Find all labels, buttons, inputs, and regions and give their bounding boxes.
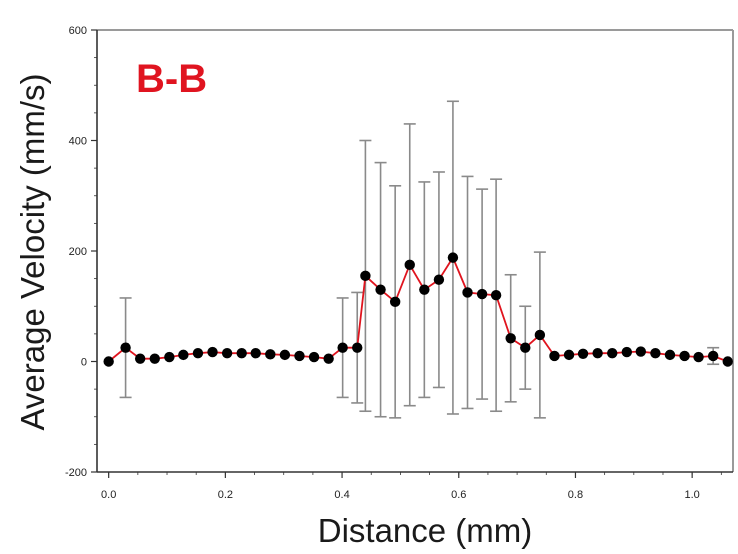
data-point [103, 356, 114, 367]
data-point [635, 346, 647, 357]
y-tick-label: 0 [81, 357, 87, 369]
data-point [664, 349, 676, 361]
data-point [265, 349, 276, 360]
data-point [490, 290, 502, 301]
data-point [134, 353, 146, 364]
x-tick-label: 0.2 [218, 489, 233, 501]
data-point [462, 287, 473, 298]
y-tick-label: -200 [65, 467, 87, 479]
data-point [352, 342, 363, 353]
data-point [419, 284, 430, 295]
axis-ticks: 0.0 0.2 0.4 0.6 0.8 1.0 -200 0 200 400 600 [65, 25, 722, 501]
y-tick-label: 200 [69, 246, 87, 258]
data-point [236, 348, 247, 359]
data-point [149, 353, 160, 364]
data-point [360, 270, 371, 282]
x-tick-label: 0.8 [568, 489, 583, 501]
data-point [621, 346, 633, 358]
data-point [577, 348, 589, 359]
x-axis-label: Distance (mm) [318, 512, 533, 549]
series-line [108, 255, 729, 363]
error-bars [119, 100, 720, 419]
data-point [707, 350, 719, 362]
data-point [250, 348, 261, 359]
data-point [178, 349, 189, 361]
data-point [120, 342, 131, 353]
data-point [679, 350, 690, 362]
data-points [103, 252, 733, 367]
data-point [323, 353, 334, 364]
x-tick-label: 0.4 [334, 489, 349, 501]
data-point [563, 349, 575, 361]
data-point [308, 351, 320, 363]
x-tick-label: 1.0 [685, 489, 700, 501]
data-point [520, 342, 531, 353]
x-tick-label: 0.6 [451, 489, 466, 501]
data-point [549, 350, 560, 362]
data-point [722, 356, 733, 367]
data-point [337, 342, 348, 353]
data-point [447, 252, 459, 263]
data-point [476, 288, 488, 300]
data-point [375, 284, 386, 295]
y-tick-label: 400 [69, 136, 87, 148]
data-point [279, 349, 291, 361]
data-point [534, 329, 546, 341]
data-point [164, 351, 175, 363]
data-point [294, 350, 305, 362]
data-point [207, 346, 218, 358]
y-tick-label: 600 [69, 25, 87, 37]
data-point [221, 348, 233, 359]
data-point [607, 348, 618, 359]
x-tick-label: 0.0 [101, 489, 116, 501]
data-point [404, 259, 415, 271]
panel-label: B-B [136, 57, 207, 101]
data-point [433, 274, 445, 285]
data-point [693, 351, 704, 363]
y-axis-label: Average Velocity (mm/s) [14, 73, 51, 430]
data-point [505, 333, 516, 344]
data-point [192, 348, 204, 359]
data-point [592, 348, 603, 359]
data-point [650, 348, 661, 359]
data-point [389, 296, 401, 308]
